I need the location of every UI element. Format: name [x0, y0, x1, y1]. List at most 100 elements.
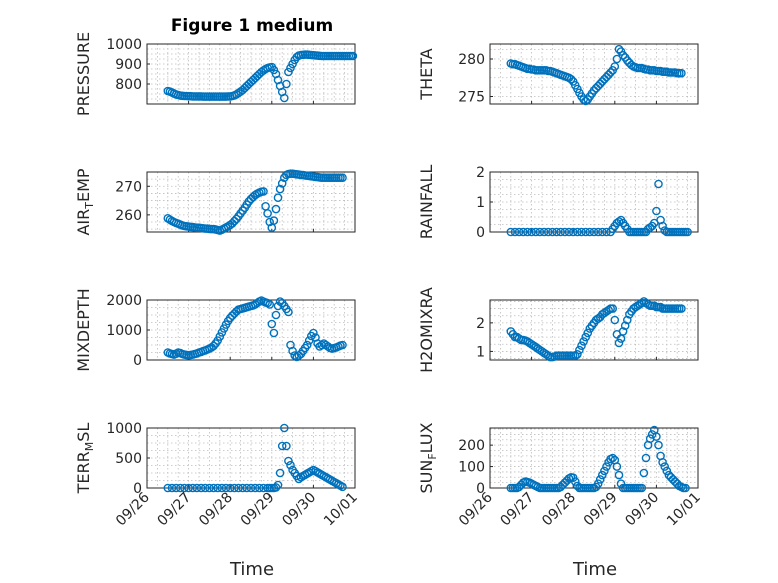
y-axis-label: SUNFLUX	[417, 422, 439, 493]
data-point	[209, 483, 218, 493]
x-tick-label: 09/29	[581, 490, 621, 530]
y-tick-label: 2000	[106, 293, 142, 309]
data-point	[273, 480, 283, 490]
data-point	[552, 227, 561, 237]
data-point	[163, 213, 173, 223]
data-point	[302, 340, 312, 350]
y-tick-label: 1000	[106, 323, 142, 339]
data-point	[192, 483, 202, 493]
data-point	[213, 483, 222, 493]
data-point	[265, 300, 275, 309]
data-point	[290, 351, 300, 360]
data-point	[652, 432, 661, 441]
data-point	[612, 54, 622, 64]
data-point	[639, 468, 649, 478]
data-point	[560, 227, 570, 237]
y-tick-label: 1	[476, 195, 485, 211]
x-tick-label: 09/28	[539, 490, 579, 530]
data-point	[606, 68, 615, 77]
data-point	[677, 68, 686, 78]
data-point	[641, 453, 651, 463]
data-point	[585, 227, 595, 237]
data-point	[647, 430, 657, 439]
data-point	[577, 227, 586, 237]
data-point	[556, 227, 566, 237]
x-tick-label: 09/28	[196, 490, 236, 530]
data-point	[531, 227, 541, 237]
data-point	[575, 345, 584, 355]
data-point	[279, 423, 289, 433]
data-point	[196, 483, 206, 493]
data-point	[595, 475, 605, 484]
data-point	[269, 216, 279, 225]
x-tick-label: 09/27	[155, 490, 195, 530]
data-point	[595, 79, 605, 89]
data-point	[608, 453, 618, 463]
y-tick-label: 900	[115, 57, 142, 73]
data-point	[184, 483, 193, 493]
data-point	[600, 466, 609, 476]
data-point	[263, 298, 272, 308]
panel-h2omixra: 1 2 H2OMIXRA	[417, 287, 699, 373]
data-point	[323, 342, 333, 351]
y-tick-label: 0	[476, 225, 485, 241]
data-point	[286, 460, 295, 470]
y-tick-label: 270	[115, 179, 142, 195]
axes-frame	[489, 299, 699, 361]
data-point	[568, 227, 578, 237]
data-point	[564, 227, 574, 237]
data-point	[263, 209, 272, 218]
data-point	[583, 328, 593, 338]
y-axis-label: H2OMIXRA	[417, 287, 436, 373]
data-point	[167, 483, 177, 493]
data-point	[338, 482, 347, 492]
data-point	[234, 483, 243, 493]
y-tick-label: 2	[476, 165, 485, 181]
data-point	[652, 206, 661, 216]
data-point	[604, 305, 613, 315]
data-point	[654, 179, 663, 189]
data-point	[618, 51, 628, 60]
data-point	[579, 337, 588, 346]
data-point	[171, 483, 181, 493]
data-point	[543, 351, 553, 361]
y-tick-label: 1	[476, 344, 485, 360]
data-point	[271, 204, 281, 214]
data-point	[543, 227, 553, 237]
figure-title: Figure 1 medium	[171, 16, 333, 36]
data-point	[656, 302, 665, 312]
data-point	[539, 227, 549, 237]
x-tick-label: 09/30	[622, 490, 662, 530]
data-point	[658, 221, 667, 231]
data-point	[506, 227, 516, 237]
y-axis-label: PRESSURE	[74, 32, 93, 116]
data-point	[215, 332, 225, 341]
data-point	[273, 193, 283, 202]
data-point	[205, 483, 214, 493]
data-point	[620, 321, 630, 331]
data-point	[571, 351, 580, 361]
data-point	[221, 483, 231, 493]
data-point	[654, 440, 663, 450]
data-point	[284, 456, 293, 466]
data-point	[612, 462, 622, 471]
data-point	[610, 315, 620, 325]
data-point	[282, 79, 291, 89]
data-point	[277, 441, 287, 451]
data-point	[571, 477, 580, 486]
data-point	[259, 187, 268, 196]
panel-air-temp: 260 270 AIRTEMP	[74, 168, 356, 236]
data-point	[610, 62, 620, 71]
y-axis-label: AIRTEMP	[74, 168, 96, 235]
data-point	[593, 479, 603, 489]
data-point	[338, 340, 347, 350]
data-point	[282, 441, 291, 451]
data-point	[188, 483, 198, 493]
data-point	[581, 332, 591, 342]
y-tick-label: 260	[115, 208, 142, 224]
y-tick-label: 1000	[106, 421, 142, 437]
data-point	[618, 327, 628, 336]
axes-frame	[146, 171, 356, 233]
data-point	[309, 328, 318, 338]
